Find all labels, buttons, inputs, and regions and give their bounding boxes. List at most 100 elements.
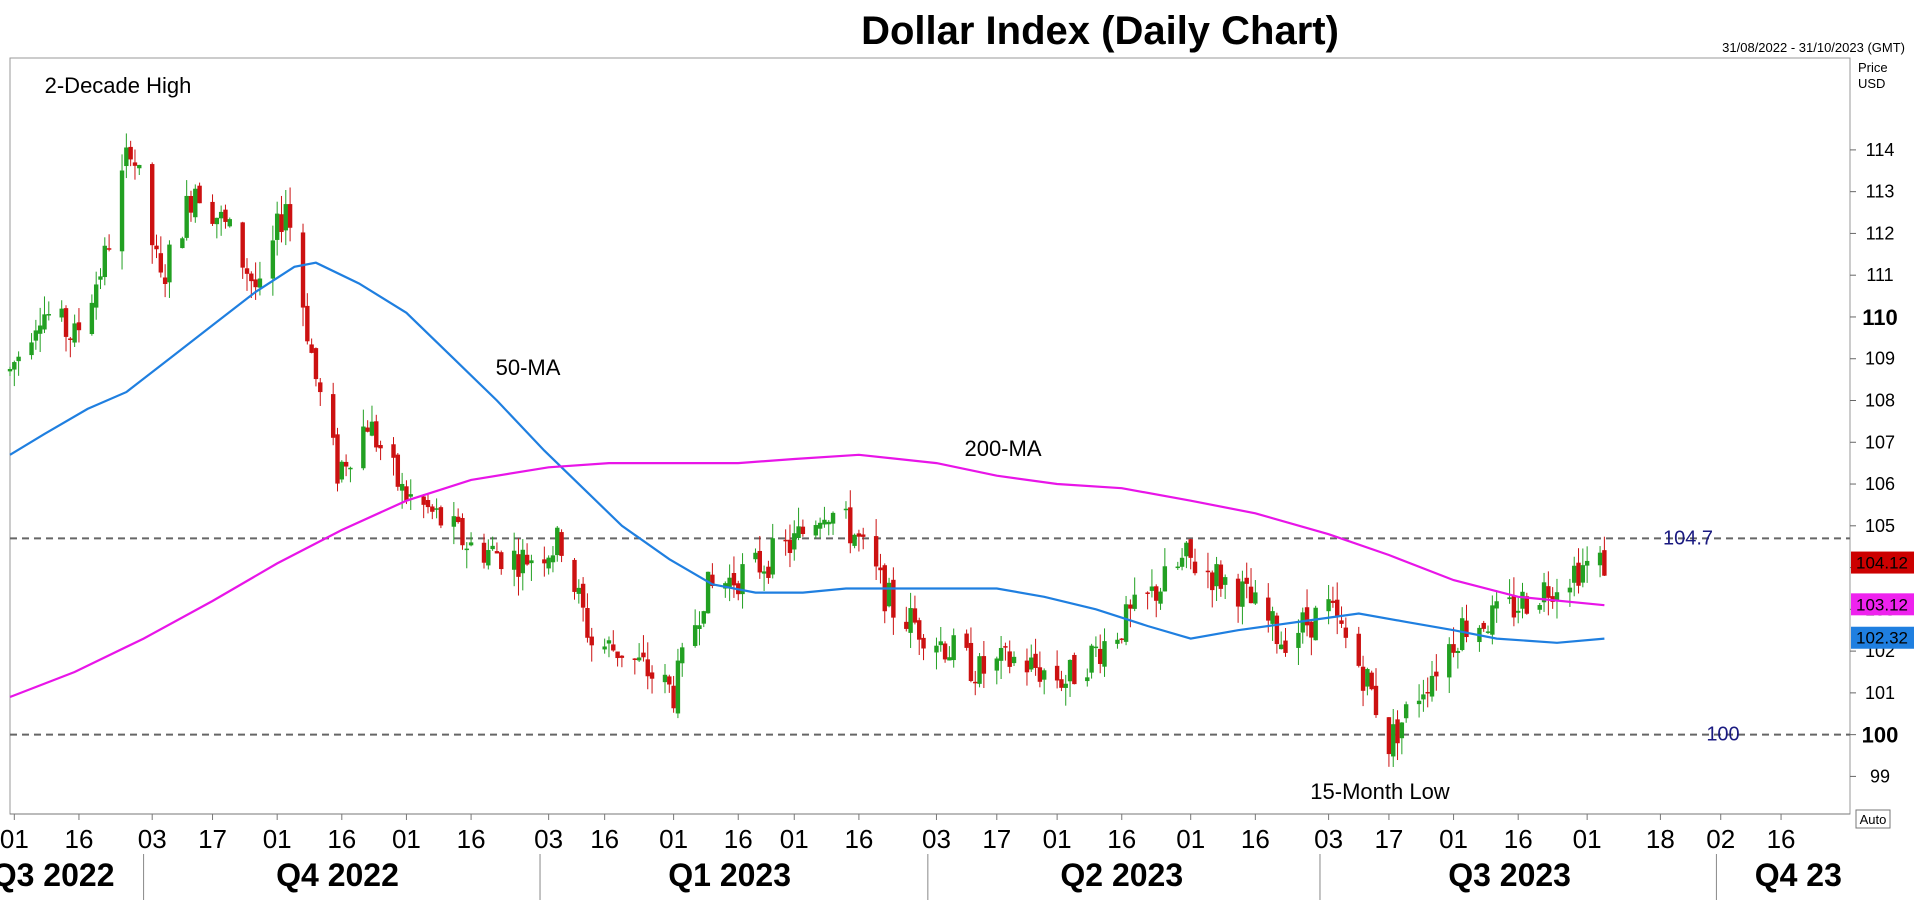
candle-body	[701, 611, 706, 624]
candle-body	[240, 222, 245, 268]
candle-body	[1054, 665, 1060, 681]
candle-body	[455, 516, 461, 523]
candlestick-series	[7, 133, 1607, 767]
candle-body	[1184, 542, 1189, 557]
candle-body	[555, 527, 560, 556]
candle-body	[1554, 592, 1560, 602]
candle-body	[279, 214, 284, 232]
candle-body	[365, 427, 370, 432]
x-axis: 01 16 03 17 01 16 01 16 03 16 01 16 01 16 03 17 01 16 01 16…	[0, 814, 1842, 900]
moving-average-lines	[9, 261, 1605, 699]
candle-body	[1386, 717, 1392, 755]
candle-body	[606, 640, 612, 644]
candle-body	[848, 507, 853, 544]
y-tick-label: 111	[1866, 265, 1893, 285]
candle-body	[861, 534, 866, 537]
candle-body	[1326, 599, 1331, 612]
candle-body	[1067, 659, 1073, 682]
candle-body	[856, 533, 862, 537]
candle-body	[680, 647, 685, 664]
candle-body	[137, 164, 142, 169]
candle-body	[1602, 550, 1607, 576]
candle-body	[938, 641, 943, 646]
y-tick-label: 113	[1866, 182, 1895, 202]
candle-body	[826, 521, 831, 525]
candle-body	[542, 559, 547, 564]
candle-body	[249, 273, 254, 282]
candle-body	[1459, 618, 1465, 650]
x-tick-label: 01	[1573, 824, 1602, 854]
candle-body	[1244, 577, 1249, 584]
candle-body	[1373, 685, 1379, 716]
candle-body	[227, 219, 232, 227]
candle-body	[378, 445, 383, 449]
candle-body	[1037, 667, 1043, 682]
candle-body	[158, 253, 164, 273]
candle-body	[68, 338, 73, 340]
candle-body	[817, 522, 823, 529]
candle-body	[1128, 604, 1133, 609]
candle-body	[662, 674, 668, 683]
candle-body	[1149, 586, 1155, 591]
y-axis: 9910010110210310410510610710810911011111…	[1850, 60, 1898, 829]
candle-body	[783, 539, 788, 542]
candle-body	[516, 554, 521, 577]
candle-body	[1041, 670, 1047, 680]
candle-body	[1494, 601, 1499, 609]
candle-body	[891, 579, 896, 618]
candle-body	[42, 314, 47, 330]
candle-body	[1597, 552, 1603, 566]
candle-body	[188, 195, 194, 213]
x-tick-label: 18	[1646, 824, 1675, 854]
candle-body	[908, 608, 913, 633]
candle-body	[244, 268, 250, 274]
candle-body	[800, 526, 806, 534]
candle-body	[1576, 562, 1581, 586]
candle-body	[1515, 610, 1521, 613]
candle-body	[197, 185, 202, 204]
candle-body	[585, 608, 590, 638]
candle-body	[1085, 677, 1090, 682]
candle-body	[404, 486, 409, 502]
candle-body	[218, 211, 224, 219]
candle-body	[1403, 704, 1409, 719]
x-tick-label: 16	[457, 824, 486, 854]
candle-body	[132, 162, 138, 166]
candle-body	[438, 507, 444, 526]
candle-body	[128, 146, 133, 160]
candle-body	[511, 550, 517, 570]
candle-body	[753, 552, 758, 560]
candle-body	[1253, 592, 1258, 604]
plot-frame	[9, 57, 1851, 815]
ma-200-line	[9, 453, 1605, 699]
candle-body	[632, 658, 638, 660]
candle-body	[1339, 620, 1344, 624]
candle-body	[1278, 644, 1284, 650]
candle-body	[12, 362, 17, 370]
candle-body	[1205, 570, 1211, 573]
candle-body	[1119, 638, 1124, 641]
candle-body	[1507, 597, 1512, 600]
x-tick-label: 16	[844, 824, 873, 854]
candle-body	[72, 323, 77, 343]
candle-body	[770, 538, 775, 575]
x-tick-label: 16	[590, 824, 619, 854]
candle-body	[1300, 612, 1305, 633]
y-tick-label: 108	[1865, 390, 1895, 410]
candle-body	[580, 583, 586, 608]
candle-body	[1330, 600, 1336, 603]
x-tick-label: 16	[1767, 824, 1796, 854]
candle-body	[223, 209, 228, 222]
candle-body	[76, 322, 82, 331]
x-tick-label: 03	[138, 824, 167, 854]
candle-body	[1520, 591, 1525, 609]
candle-body	[1296, 632, 1301, 648]
candle-body	[468, 542, 474, 546]
candle-body	[942, 643, 948, 660]
candle-body	[572, 559, 577, 592]
candle-body	[852, 534, 857, 546]
candle-body	[667, 676, 672, 685]
candle-body	[761, 571, 767, 574]
annotations: 2-Decade High 15-Month Low 50-MA 200-MA	[45, 73, 1450, 804]
candle-body	[335, 434, 340, 484]
